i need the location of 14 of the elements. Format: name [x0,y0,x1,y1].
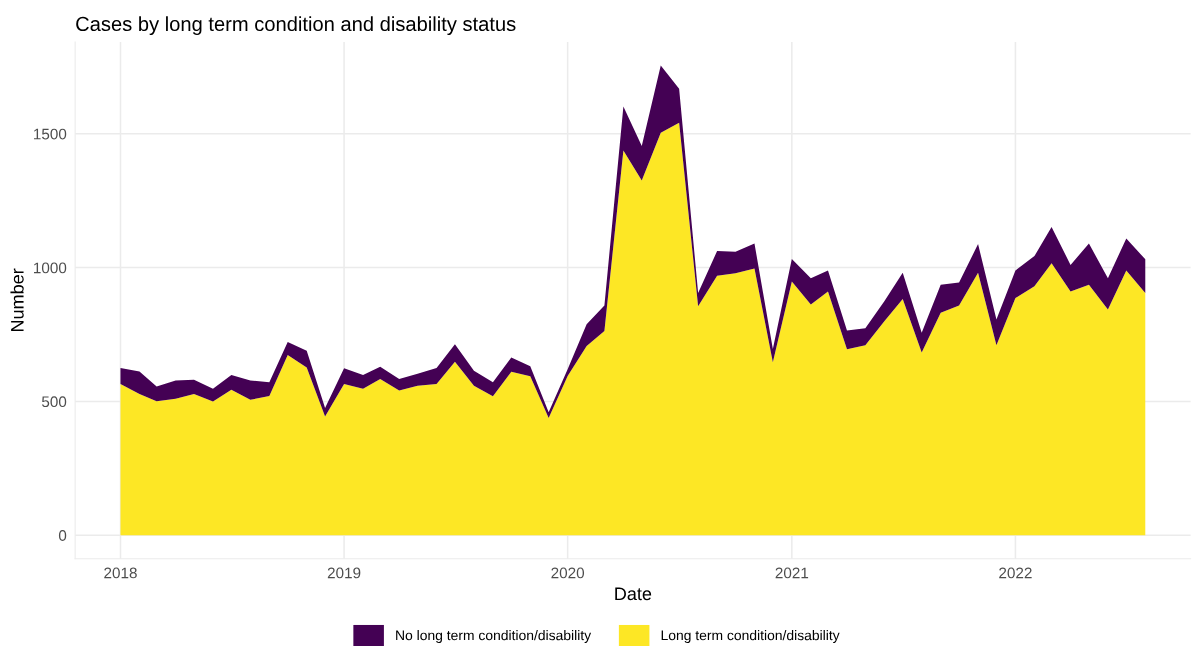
legend-label: Long term condition/disability [661,630,840,643]
y-tick-label: 500 [41,396,67,408]
x-axis-title: Date [615,587,652,601]
y-axis-title: Number [10,268,24,332]
x-tick-label: 2022 [999,567,1032,579]
chart-title: Cases by long term condition and disability status [76,16,516,36]
x-tick-label: 2018 [104,567,137,579]
legend-label: No long term condition/disability [396,630,592,643]
x-tick-label: 2019 [327,567,361,579]
y-tick-label: 1000 [34,262,67,274]
x-tick-label: 2020 [551,567,585,579]
x-tick-label: 2021 [775,567,809,579]
y-tick-label: 1500 [34,128,67,140]
y-tick-label: 0 [58,530,67,541]
